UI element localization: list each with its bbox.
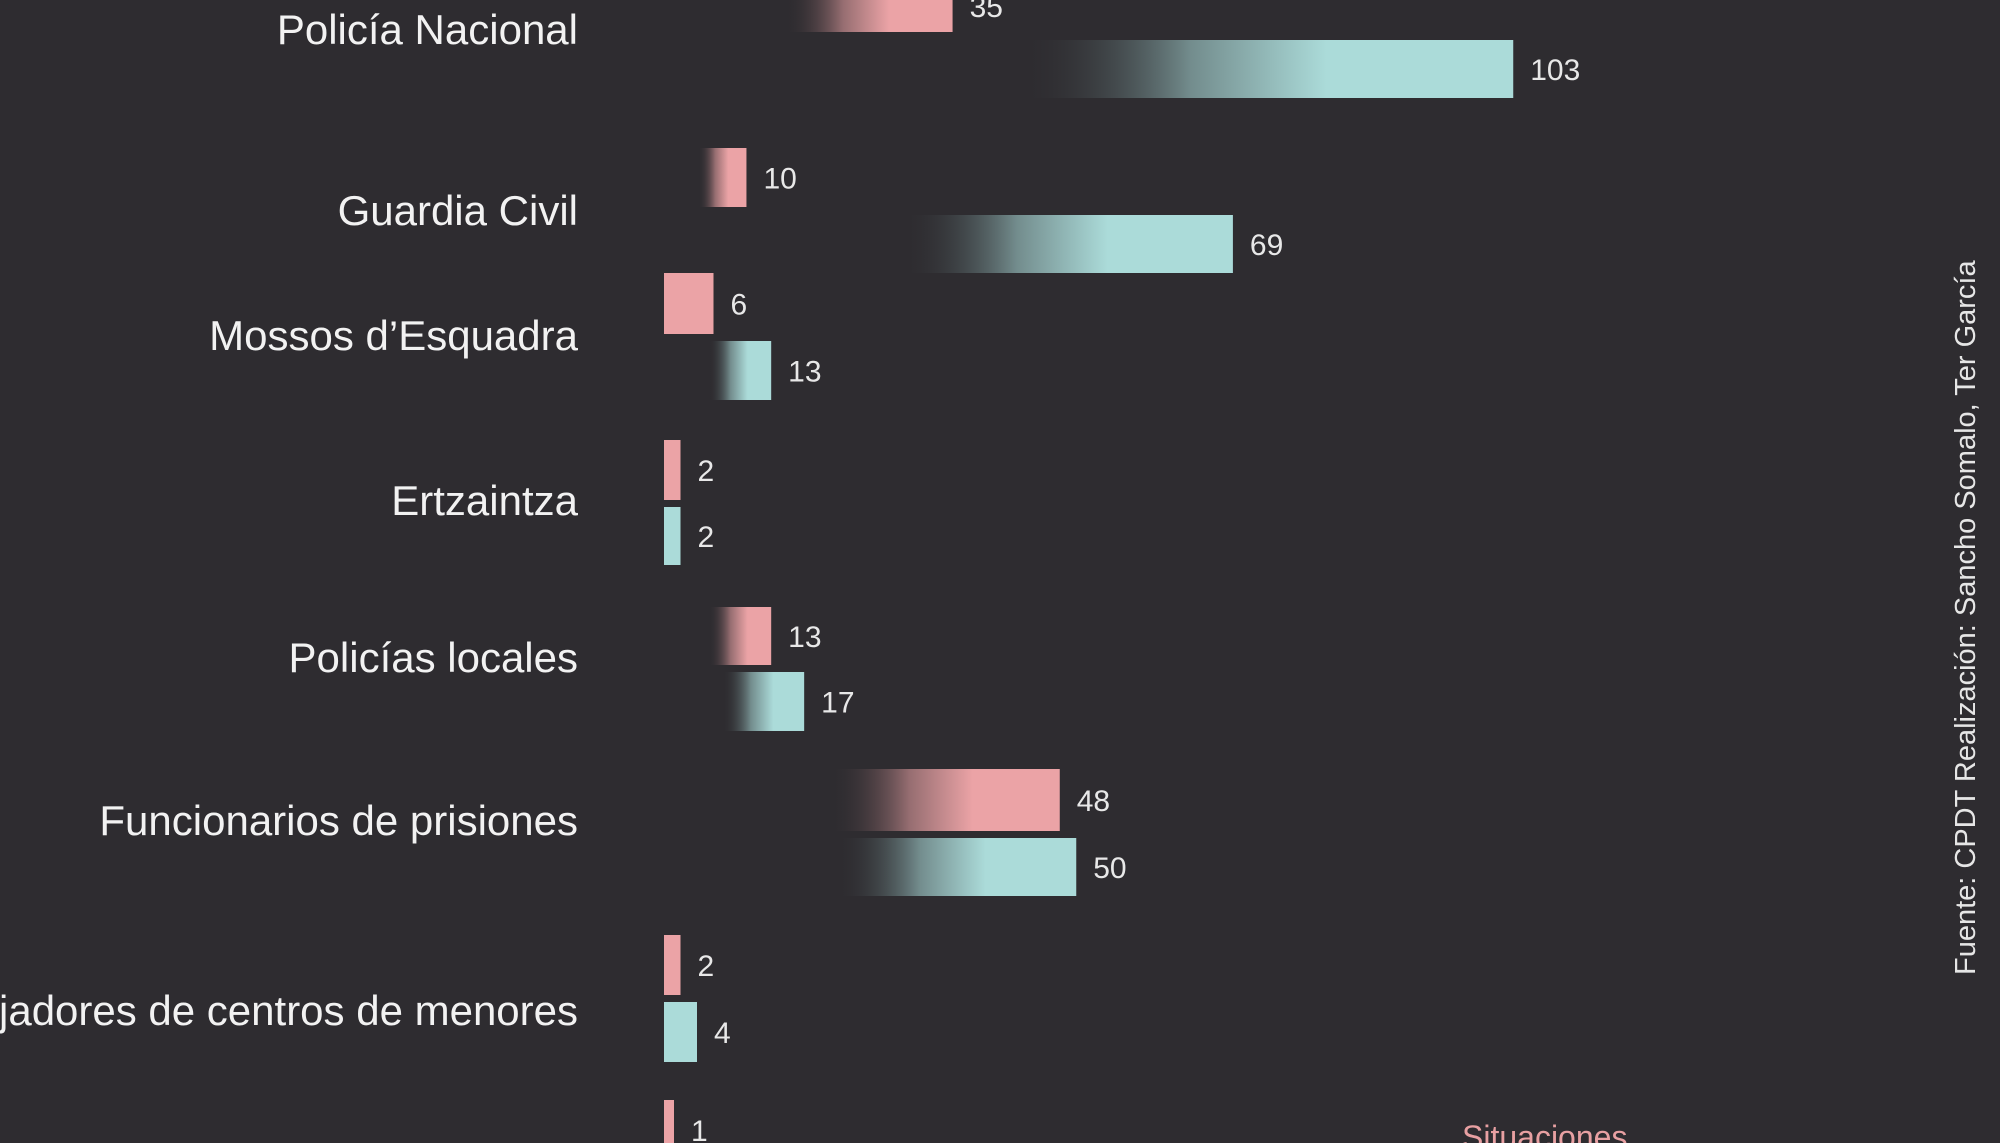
- bar-teal: [664, 341, 772, 400]
- value-label: 6: [730, 289, 747, 322]
- bar-pink: [664, 148, 747, 207]
- category-labels: Policía Nacional Guardia Civil Mossos d’Es…: [0, 6, 579, 1034]
- category-label: Policías locales: [289, 634, 578, 681]
- bar-teal: [664, 672, 805, 731]
- legend-label: Situaciones: [1462, 1119, 1627, 1143]
- bar-pink: [664, 935, 681, 995]
- value-label: 2: [697, 950, 714, 983]
- bar-pink: [664, 1100, 674, 1143]
- value-label: 69: [1250, 229, 1283, 262]
- category-label: Mossos d’Esquadra: [209, 312, 578, 359]
- category-label: Guardia Civil: [338, 187, 578, 234]
- category-label: Policía Nacional: [277, 6, 578, 53]
- bar-teal: [664, 507, 681, 565]
- value-label: 103: [1530, 54, 1580, 87]
- value-label: 48: [1077, 785, 1110, 818]
- bar-pink: [664, 273, 714, 334]
- value-label: 1: [691, 1115, 708, 1143]
- value-label: 35: [970, 0, 1003, 24]
- bars: [664, 0, 1514, 1143]
- bar-teal: [664, 215, 1233, 273]
- value-label: 10: [763, 163, 796, 196]
- value-label: 50: [1093, 852, 1126, 885]
- value-label: 2: [697, 455, 714, 488]
- category-label: Ertzaintza: [391, 477, 578, 524]
- value-label: 17: [821, 687, 854, 720]
- bar-pink: [664, 0, 953, 32]
- category-label: Funcionarios de prisiones: [99, 797, 578, 844]
- value-label: 4: [714, 1017, 731, 1050]
- bar-teal: [664, 838, 1077, 896]
- bar-pink: [664, 440, 681, 500]
- bar-teal: [664, 40, 1514, 98]
- bar-teal: [664, 1002, 697, 1062]
- value-label: 2: [697, 521, 714, 554]
- source-credit: Fuente: CPDT Realización: Sancho Somalo,…: [1950, 260, 1982, 975]
- bar-pink: [664, 769, 1060, 831]
- value-label: 13: [788, 621, 821, 654]
- value-label: 13: [788, 356, 821, 389]
- bar-pink: [664, 607, 772, 665]
- category-label: Trabajadores de centros de menores: [0, 987, 578, 1034]
